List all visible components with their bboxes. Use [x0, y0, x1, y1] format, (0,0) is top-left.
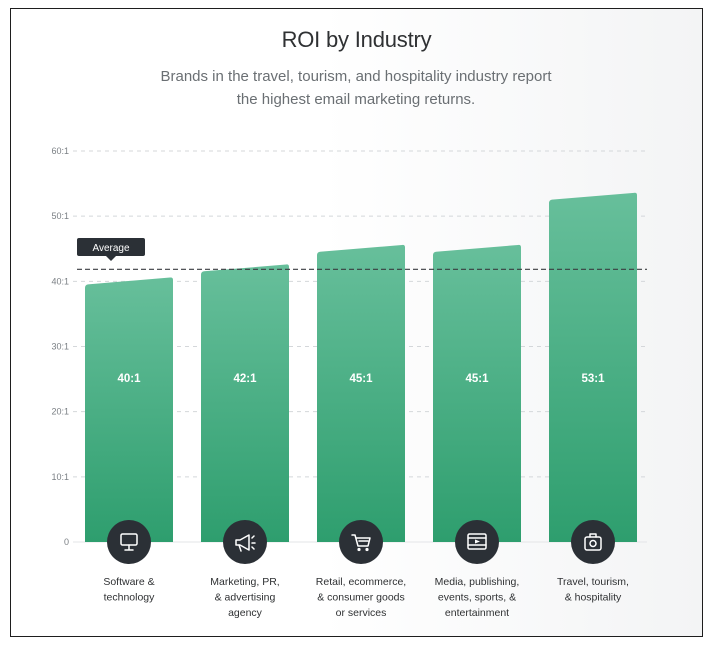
- y-tick-label: 60:1: [51, 146, 69, 156]
- category-label: Retail, ecommerce, & consumer goods or ser…: [316, 576, 406, 619]
- y-tick-label: 0: [64, 537, 69, 547]
- y-tick-label: 20:1: [51, 407, 69, 417]
- y-tick-label: 40:1: [51, 276, 69, 286]
- bar-value-label: 40:1: [117, 373, 141, 385]
- subtitle-line-1: Brands in the travel, tourism, and hospi…: [160, 68, 552, 85]
- y-tick-label: 50:1: [51, 211, 69, 221]
- bar: [433, 244, 521, 542]
- category-label: Media, publishing, events, sports, & enter…: [435, 576, 520, 619]
- bar-value-label: 53:1: [581, 373, 605, 385]
- bar-value-label: 45:1: [349, 373, 373, 385]
- category-label: Travel, tourism, & hospitality: [557, 576, 629, 604]
- shopping-cart-icon: [339, 520, 383, 564]
- subtitle-line-2: the highest email marketing returns.: [236, 91, 476, 108]
- bar: [549, 192, 637, 542]
- megaphone-icon: [223, 520, 267, 564]
- suitcase-icon: [571, 520, 615, 564]
- chart-title: ROI by Industry: [281, 27, 432, 52]
- average-tag: Average: [77, 238, 145, 261]
- bar-value-label: 45:1: [465, 373, 489, 385]
- bar-value-label: 42:1: [233, 373, 257, 385]
- y-tick-label: 30:1: [51, 342, 69, 352]
- bar: [85, 277, 173, 542]
- roi-bar-chart: 0 10:1 20:1 30:1 40:1 50:1 60:1 Average 40:1 So…: [51, 146, 647, 619]
- average-label: Average: [92, 243, 130, 254]
- video-player-icon: [455, 520, 499, 564]
- chart-subtitle: Brands in the travel, tourism, and hospi…: [121, 65, 591, 111]
- monitor-icon: [107, 520, 151, 564]
- bar: [317, 244, 405, 542]
- bar: [201, 264, 289, 542]
- category-label: Marketing, PR, & advertising agency: [210, 576, 279, 619]
- category-label: Software & technology: [103, 576, 155, 604]
- y-tick-label: 10:1: [51, 472, 69, 482]
- chart-frame: ROI by Industry Brands in the travel, to…: [10, 8, 703, 637]
